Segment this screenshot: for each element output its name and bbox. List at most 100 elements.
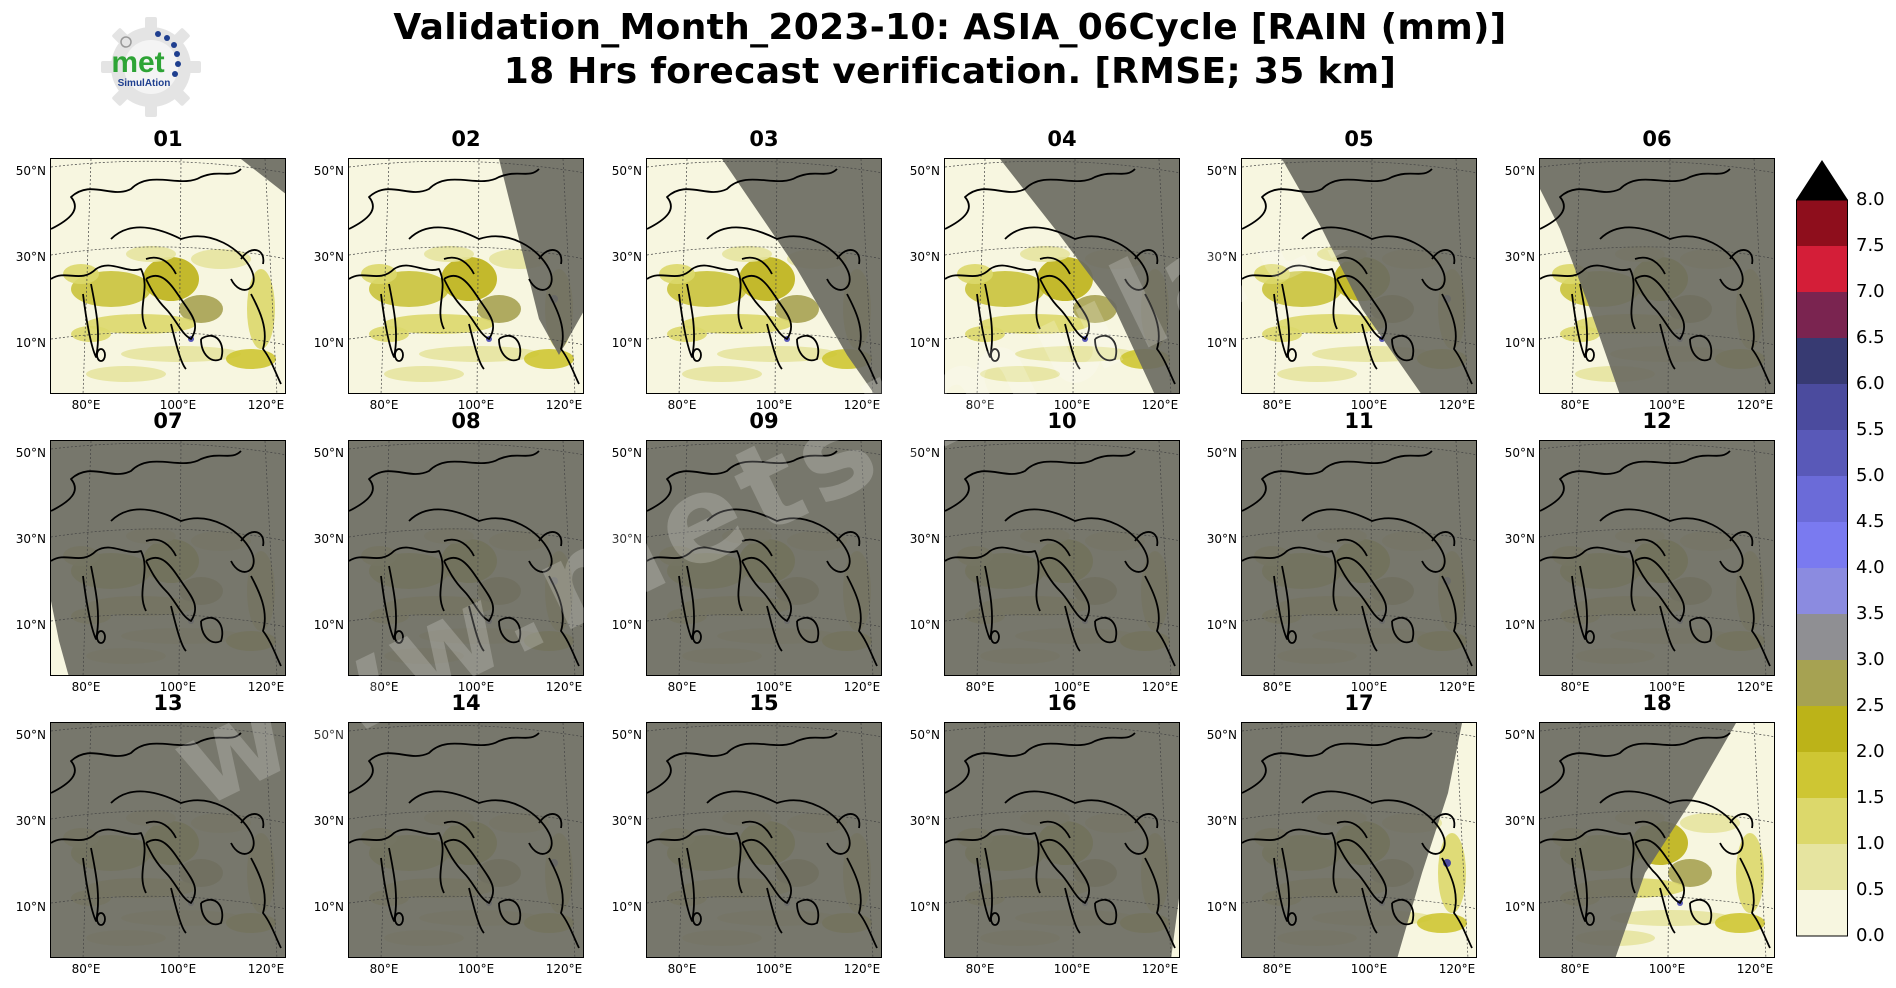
lat-tick-label: 50°N xyxy=(15,728,46,742)
coastlines xyxy=(945,168,1176,385)
lon-tick-label: 100°E xyxy=(1053,962,1091,976)
lon-tick-label: 120°E xyxy=(545,398,583,412)
lon-tick-label: 120°E xyxy=(843,398,881,412)
lon-tick-label: 80°E xyxy=(965,962,995,976)
coastlines xyxy=(1540,732,1771,949)
lon-tick-label: 120°E xyxy=(1141,680,1179,694)
colorbar-tick-label: 7.0 xyxy=(1856,281,1885,302)
panel-map xyxy=(1539,158,1775,394)
lat-tick-label: 50°N xyxy=(909,728,940,742)
lon-tick-label: 100°E xyxy=(159,962,197,976)
colorbar-tick-label: 3.0 xyxy=(1856,649,1885,670)
rain-map xyxy=(945,441,1179,675)
colorbar-tick-label: 4.5 xyxy=(1856,511,1885,532)
lat-tick-label: 50°N xyxy=(1206,446,1237,460)
lat-tick-label: 50°N xyxy=(1504,728,1535,742)
rain-map xyxy=(1540,723,1774,957)
lat-tick-label: 30°N xyxy=(1206,250,1237,264)
lat-tick-label: 10°N xyxy=(611,336,642,350)
colorbar-segment xyxy=(1796,706,1848,752)
lon-tick-label: 80°E xyxy=(1262,962,1292,976)
lat-tick-label: 10°N xyxy=(1504,336,1535,350)
colorbar-segment xyxy=(1796,798,1848,844)
lon-tick-label: 120°E xyxy=(1438,962,1476,976)
panel-title: 05 xyxy=(1344,127,1374,151)
lat-tick-label: 10°N xyxy=(1206,900,1237,914)
coastlines xyxy=(349,168,580,385)
lon-tick-label: 120°E xyxy=(1438,680,1476,694)
lon-tick-label: 80°E xyxy=(1560,680,1590,694)
lon-tick-label: 120°E xyxy=(843,962,881,976)
colorbar-tick-label: 5.0 xyxy=(1856,465,1885,486)
lat-tick-label: 50°N xyxy=(15,446,46,460)
lon-tick-label: 120°E xyxy=(1736,680,1774,694)
lon-tick-label: 120°E xyxy=(247,398,285,412)
lon-tick-label: 100°E xyxy=(457,398,495,412)
lat-tick-label: 50°N xyxy=(313,728,344,742)
lon-tick-label: 80°E xyxy=(369,680,399,694)
panel-map xyxy=(944,440,1180,676)
coastlines xyxy=(1242,168,1473,385)
lat-tick-label: 30°N xyxy=(909,532,940,546)
colorbar-segment xyxy=(1796,522,1848,568)
lon-tick-label: 120°E xyxy=(247,680,285,694)
rain-map xyxy=(945,159,1179,393)
night-shade xyxy=(1242,723,1462,957)
lat-tick-label: 30°N xyxy=(1206,814,1237,828)
panel-title: 14 xyxy=(451,691,481,715)
coastlines xyxy=(51,168,282,385)
forecast-panel-02: 02 50°N 30°N 10°N 80°E 100°E 120°E xyxy=(314,127,584,412)
coastlines xyxy=(647,168,878,385)
colorbar-segment xyxy=(1796,844,1848,890)
logo: met SimulAtion xyxy=(96,12,206,122)
night-shade xyxy=(945,723,1179,957)
lon-tick-label: 100°E xyxy=(1053,680,1091,694)
coastlines xyxy=(945,450,1176,667)
lat-tick-label: 10°N xyxy=(1504,618,1535,632)
lat-tick-label: 10°N xyxy=(611,618,642,632)
panel-map xyxy=(1241,722,1477,958)
panel-map xyxy=(646,722,882,958)
lat-tick-label: 10°N xyxy=(313,900,344,914)
panel-title: 01 xyxy=(153,127,183,151)
colorbar-tick-label: 6.5 xyxy=(1856,327,1885,348)
panel-title: 04 xyxy=(1047,127,1077,151)
colorbar-segment xyxy=(1796,476,1848,522)
forecast-panel-09: 09 50°N 30°N 10°N 80°E 100°E 120°E xyxy=(612,409,882,694)
rain-map xyxy=(1242,159,1476,393)
lat-tick-label: 10°N xyxy=(313,336,344,350)
coastlines xyxy=(51,732,282,949)
lon-tick-label: 80°E xyxy=(369,398,399,412)
lon-tick-label: 80°E xyxy=(667,962,697,976)
lon-tick-label: 80°E xyxy=(71,680,101,694)
forecast-panel-06: 06 50°N 30°N 10°N 80°E 100°E 120°E xyxy=(1505,127,1775,412)
lat-tick-label: 30°N xyxy=(313,814,344,828)
colorbar-segment xyxy=(1796,568,1848,614)
night-shade xyxy=(51,723,285,957)
panel-map xyxy=(348,440,584,676)
panel-map xyxy=(1241,158,1477,394)
forecast-panel-01: 01 50°N 30°N 10°N 80°E 100°E 120°E xyxy=(16,127,286,412)
coastlines xyxy=(51,450,282,667)
lon-tick-label: 100°E xyxy=(159,680,197,694)
rain-map xyxy=(349,441,583,675)
night-shade xyxy=(51,441,285,675)
panel-map xyxy=(646,158,882,394)
night-shade xyxy=(349,441,583,675)
lat-tick-label: 10°N xyxy=(909,618,940,632)
lat-tick-label: 10°N xyxy=(15,618,46,632)
colorbar-tick-label: 8.0 xyxy=(1856,189,1885,210)
panel-title: 13 xyxy=(153,691,183,715)
lon-tick-label: 120°E xyxy=(1438,398,1476,412)
lat-tick-label: 30°N xyxy=(1206,532,1237,546)
lat-tick-label: 10°N xyxy=(1206,336,1237,350)
lat-tick-label: 30°N xyxy=(909,814,940,828)
lon-tick-label: 120°E xyxy=(545,962,583,976)
forecast-panel-08: 08 50°N 30°N 10°N 80°E 100°E 120°E xyxy=(314,409,584,694)
panel-map xyxy=(348,722,584,958)
forecast-panel-14: 14 50°N 30°N 10°N 80°E 100°E 120°E xyxy=(314,691,584,976)
panel-title: 17 xyxy=(1344,691,1374,715)
lat-tick-label: 30°N xyxy=(909,250,940,264)
rain-map xyxy=(349,159,583,393)
